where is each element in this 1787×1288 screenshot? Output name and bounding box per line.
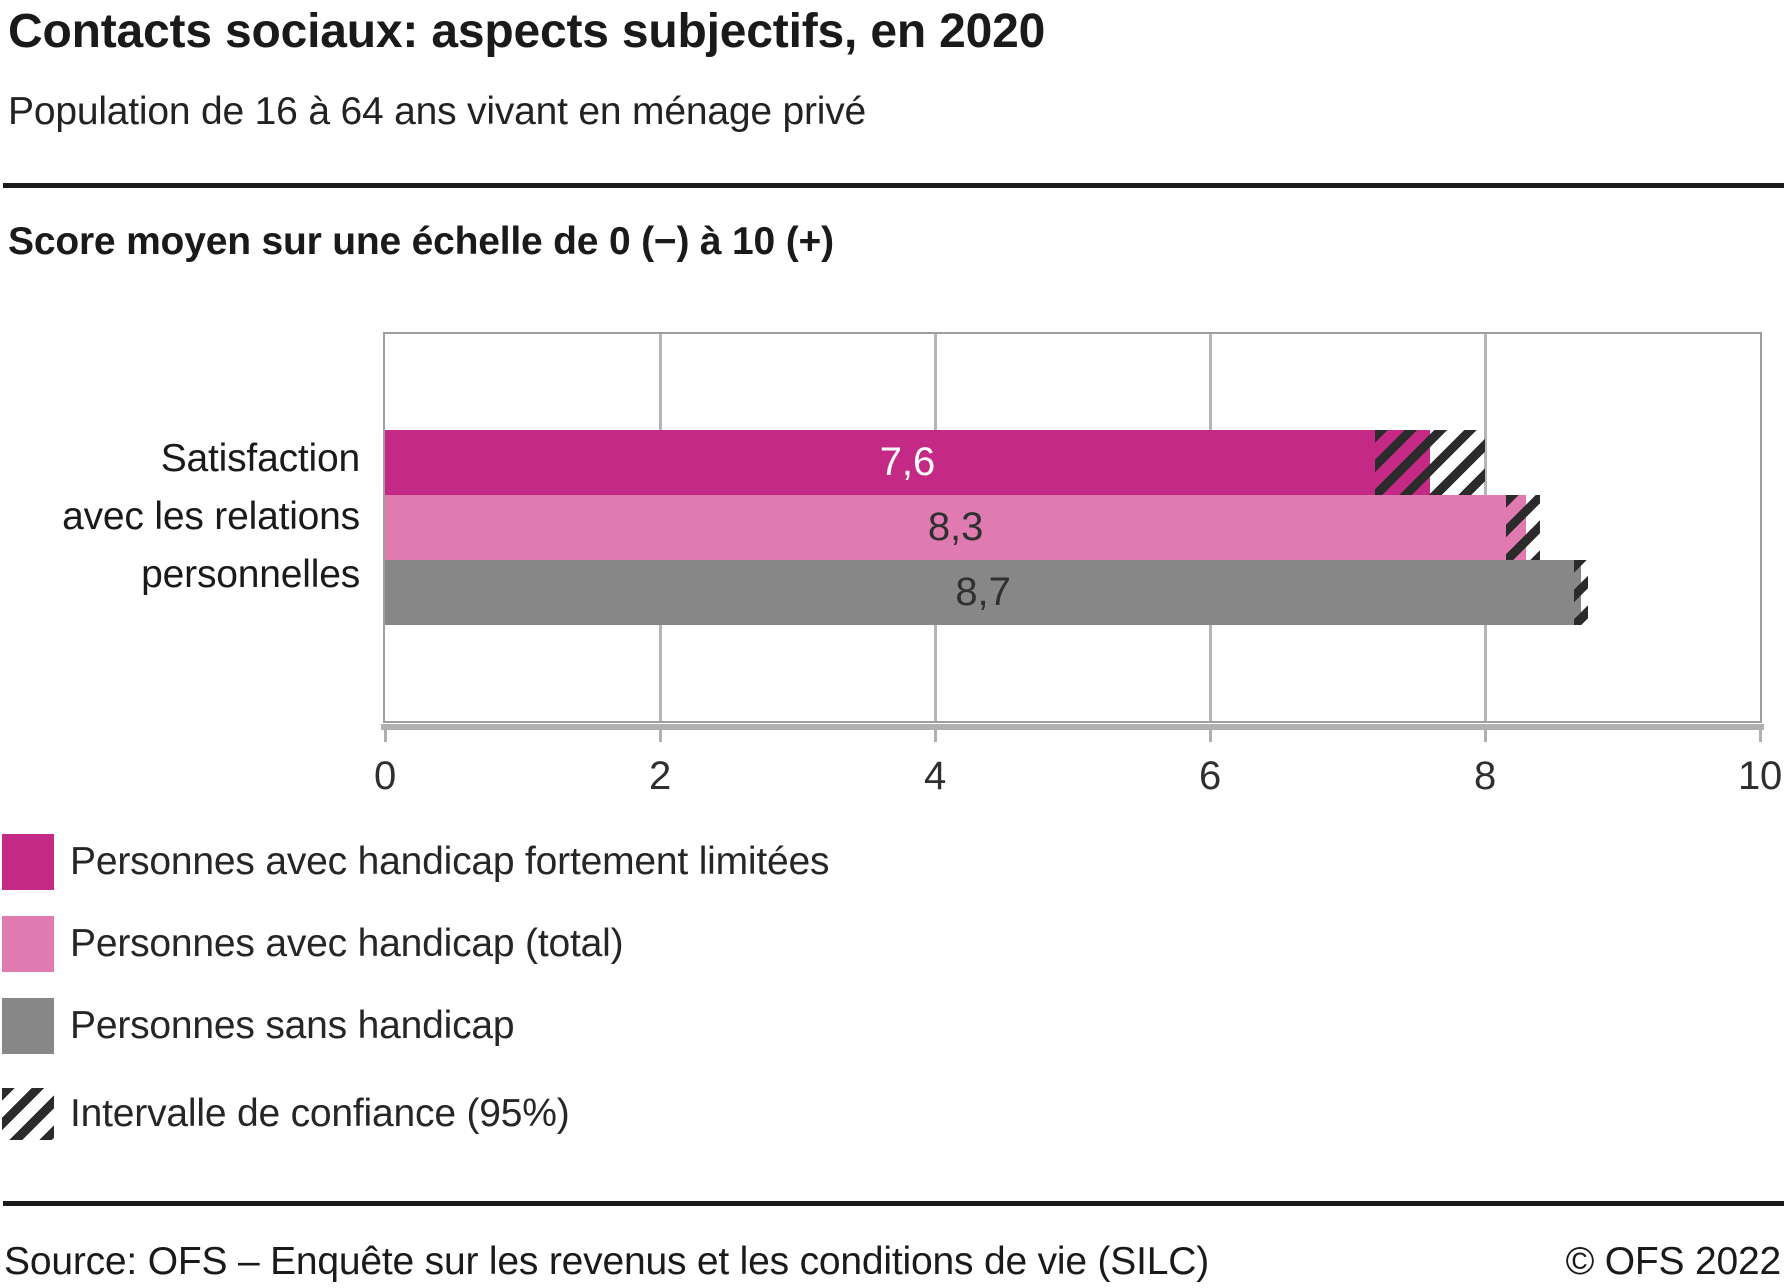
value-axis-title: Score moyen sur une échelle de 0 (−) à 1… (8, 220, 834, 263)
category-label-line: Satisfaction (160, 437, 361, 480)
page-title: Contacts sociaux: aspects subjectifs, en… (8, 5, 1046, 58)
legend-label: Personnes sans handicap (70, 1004, 515, 1047)
legend-item: Intervalle de confiance (95%) (2, 1088, 570, 1140)
axis-tick-label: 10 (1737, 754, 1783, 798)
bar: 8,7 (385, 560, 1582, 625)
legend-item: Personnes avec handicap (total) (2, 916, 624, 972)
legend-label: Personnes avec handicap (total) (70, 922, 624, 965)
legend-label: Personnes avec handicap fortement limité… (70, 840, 830, 883)
bar: 7,6 (385, 430, 1430, 495)
x-axis-line (381, 724, 1764, 730)
legend-label: Intervalle de confiance (95%) (70, 1092, 570, 1135)
axis-tick (1483, 730, 1487, 742)
header-divider (3, 183, 1784, 188)
axis-tick-label: 2 (648, 754, 672, 798)
axis-tick-label: 4 (923, 754, 947, 798)
source-note: Source: OFS – Enquête sur les revenus et… (4, 1240, 1210, 1283)
legend-color-swatch (2, 834, 54, 890)
category-label: Satisfaction avec les relations personne… (0, 430, 360, 604)
copyright-note: © OFS 2022 (1565, 1240, 1782, 1283)
axis-tick (383, 730, 387, 742)
axis-tick-label: 0 (373, 754, 397, 798)
page-subtitle: Population de 16 à 64 ans vivant en ména… (8, 90, 867, 133)
bar-value-label: 8,3 (927, 505, 984, 549)
legend-item: Personnes sans handicap (2, 998, 515, 1054)
axis-tick-label: 6 (1198, 754, 1222, 798)
axis-tick (933, 730, 937, 742)
category-label-line: avec les relations (62, 495, 360, 538)
legend-hatch-swatch (2, 1088, 54, 1140)
footer-divider (3, 1201, 1784, 1206)
confidence-interval-hatch (1375, 430, 1485, 495)
confidence-interval-hatch (1505, 495, 1540, 560)
axis-tick-label: 8 (1473, 754, 1497, 798)
x-axis-ticks (383, 730, 1762, 742)
bar-value-label: 8,7 (955, 570, 1011, 614)
axis-tick (1758, 730, 1762, 742)
bar: 8,3 (385, 495, 1527, 560)
axis-tick (1208, 730, 1212, 742)
axis-tick (658, 730, 662, 742)
plot-area: 7,6 8,3 8,7 (383, 332, 1762, 723)
legend-color-swatch (2, 916, 54, 972)
bar-value-label: 7,6 (879, 440, 936, 484)
confidence-interval-hatch (1574, 560, 1589, 625)
legend-item: Personnes avec handicap fortement limité… (2, 834, 830, 890)
x-axis-tick-labels: 0 2 4 6 8 10 (374, 754, 1782, 804)
legend-color-swatch (2, 998, 54, 1054)
category-label-line: personnelles (141, 553, 360, 596)
